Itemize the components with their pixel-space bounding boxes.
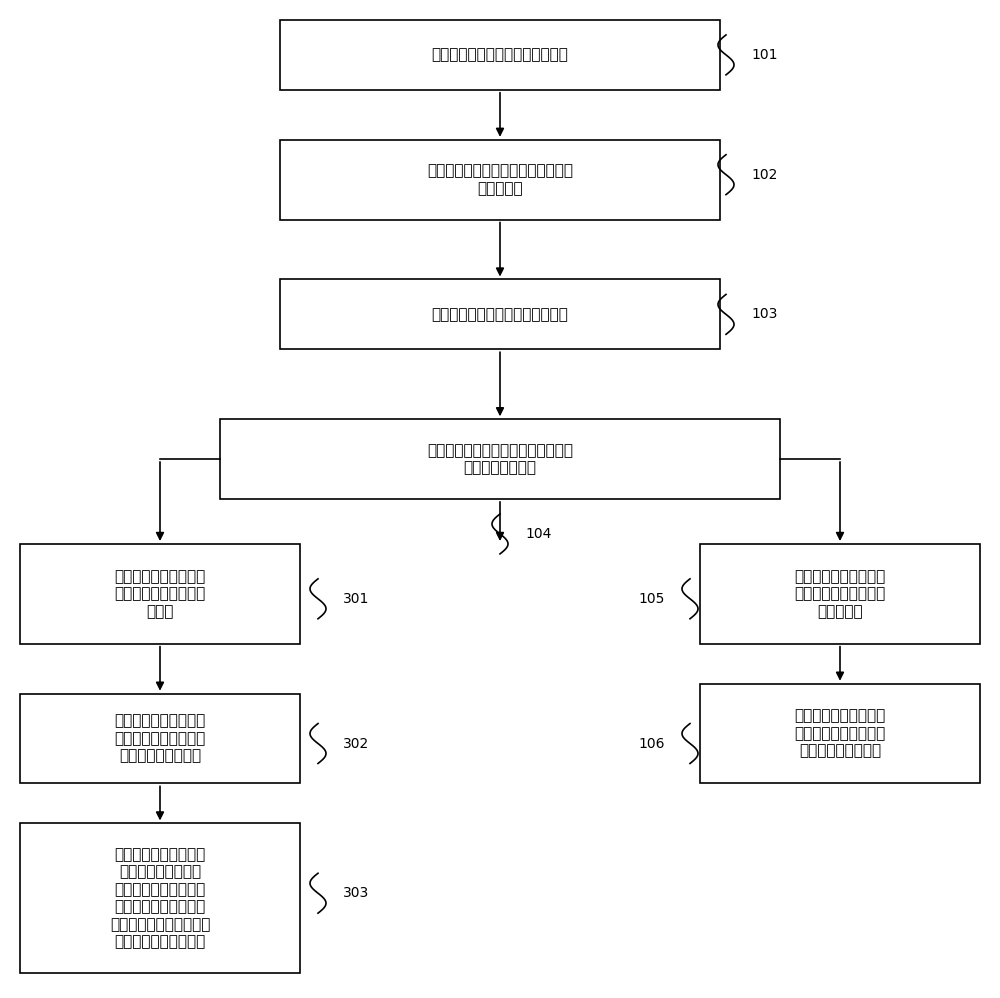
Text: 根据增益倍数控制对接
收到的模拟信号进行模
拟放大时的放大倍数: 根据增益倍数控制对接 收到的模拟信号进行模 拟放大时的放大倍数 — [794, 709, 886, 758]
FancyBboxPatch shape — [20, 544, 300, 644]
FancyBboxPatch shape — [20, 694, 300, 783]
FancyBboxPatch shape — [280, 140, 720, 220]
FancyBboxPatch shape — [700, 684, 980, 783]
Text: 当所述解调信号的能量
值大于等于预设能量
门限值且跟踪到的所述
持续时间大于等于预设
时间门限值时，确定模拟
信号为电力线载波信号: 当所述解调信号的能量 值大于等于预设能量 门限值且跟踪到的所述 持续时间大于等于… — [110, 847, 210, 949]
FancyBboxPatch shape — [220, 419, 780, 499]
Text: 104: 104 — [525, 527, 551, 541]
FancyBboxPatch shape — [280, 279, 720, 349]
Text: 106: 106 — [638, 737, 665, 750]
Text: 302: 302 — [343, 737, 369, 750]
Text: 根据所述解调信号的幅度值计算所述
解调信号的能量值: 根据所述解调信号的幅度值计算所述 解调信号的能量值 — [427, 443, 573, 475]
Text: 将接收到的模拟信号进行模拟放大: 将接收到的模拟信号进行模拟放大 — [432, 47, 568, 63]
FancyBboxPatch shape — [20, 823, 300, 973]
Text: 将放大后的模拟信号进行模数转换生
成数字信号: 将放大后的模拟信号进行模数转换生 成数字信号 — [427, 164, 573, 196]
Text: 303: 303 — [343, 886, 369, 900]
Text: 103: 103 — [751, 307, 777, 321]
Text: 301: 301 — [343, 592, 369, 606]
Text: 跟踪进行比较后得到的
比较结果所述解调信号
的能量值的持续时间: 跟踪进行比较后得到的 比较结果所述解调信号 的能量值的持续时间 — [114, 714, 206, 763]
Text: 102: 102 — [751, 168, 777, 182]
Text: 根据所述解调信号的能
量值及预设能量范围确
定增益倍数: 根据所述解调信号的能 量值及预设能量范围确 定增益倍数 — [794, 569, 886, 619]
Text: 101: 101 — [751, 48, 778, 62]
Text: 105: 105 — [639, 592, 665, 606]
Text: 对数字信号进行解调生成解调信号: 对数字信号进行解调生成解调信号 — [432, 306, 568, 322]
FancyBboxPatch shape — [280, 20, 720, 90]
FancyBboxPatch shape — [700, 544, 980, 644]
Text: 将所述解调信号的能量
值与预设能量门限值进
行比较: 将所述解调信号的能量 值与预设能量门限值进 行比较 — [114, 569, 206, 619]
